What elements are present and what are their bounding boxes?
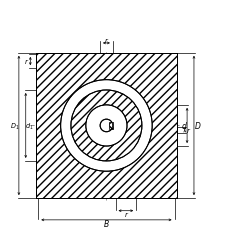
Text: d: d — [181, 121, 185, 130]
Text: r: r — [186, 127, 189, 133]
Text: r: r — [124, 211, 127, 217]
Circle shape — [71, 91, 141, 161]
Bar — [36, 54, 176, 198]
Circle shape — [85, 105, 126, 146]
Circle shape — [60, 80, 152, 172]
Bar — [36, 54, 176, 198]
Circle shape — [100, 120, 112, 132]
Text: d$_1$: d$_1$ — [25, 121, 34, 131]
Bar — [36, 54, 176, 198]
Text: r: r — [25, 59, 27, 65]
Text: D$_1$: D$_1$ — [11, 121, 20, 131]
Text: B: B — [103, 219, 109, 228]
Text: D: D — [194, 121, 200, 130]
Bar — [108, 122, 112, 130]
Text: r: r — [104, 37, 107, 43]
